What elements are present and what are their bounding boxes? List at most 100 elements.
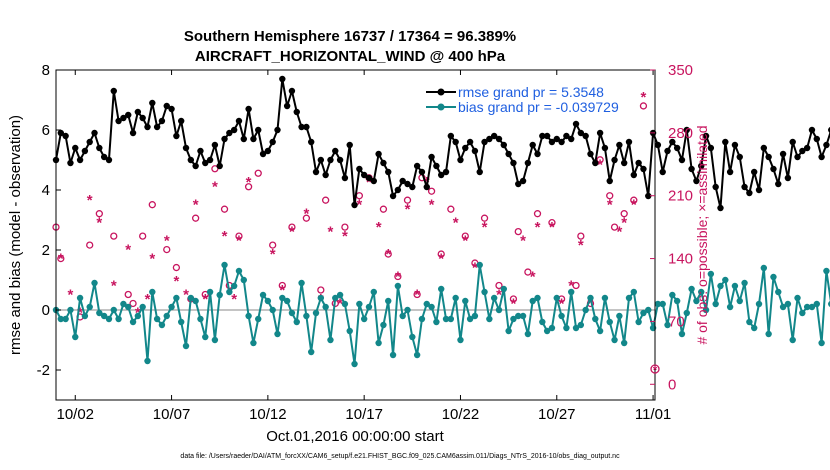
bias-point — [356, 300, 363, 308]
bias-point — [105, 315, 113, 323]
obs-assimilated-point: * — [549, 219, 555, 236]
obs-possible-point — [480, 214, 489, 222]
bias-point — [779, 303, 787, 311]
bias-point — [572, 324, 580, 332]
rmse-point — [100, 153, 108, 161]
obs-assimilated-point: * — [289, 224, 295, 241]
rmse-point — [245, 105, 252, 113]
obs-possible-point — [86, 241, 94, 249]
bias-point — [442, 315, 450, 323]
bias-point — [269, 306, 276, 314]
obs-possible-point — [384, 250, 392, 258]
bias-point — [149, 288, 156, 296]
obs-possible-point — [191, 214, 200, 222]
rmse-point — [182, 144, 190, 152]
rmse-point — [664, 147, 671, 155]
rmse-point — [442, 168, 450, 176]
bias-point — [664, 321, 671, 329]
bias-point — [394, 282, 402, 290]
obs-assimilated-point: * — [164, 233, 170, 250]
rmse-point — [789, 138, 796, 146]
bias-point — [654, 300, 662, 308]
rmse-point — [177, 117, 185, 125]
bias-point — [96, 309, 103, 317]
rmse-point — [76, 156, 84, 164]
obs-assimilated-point: * — [193, 197, 199, 214]
obs-possible-point — [244, 183, 253, 191]
rmse-point — [543, 132, 551, 140]
rmse-point — [274, 126, 281, 134]
obs-assimilated-point: * — [559, 295, 565, 312]
obs-assimilated-point: * — [530, 269, 536, 286]
rmse-point — [168, 105, 175, 113]
rmse-point — [524, 159, 532, 167]
obs-assimilated-point: * — [270, 246, 276, 263]
rmse-point — [500, 141, 508, 149]
bias-point — [389, 351, 397, 359]
x-tick-label: 10/02 — [56, 406, 94, 423]
rmse-point — [577, 129, 585, 137]
obs-assimilated-point: * — [616, 224, 622, 241]
obs-assimilated-point: * — [385, 246, 391, 263]
obs-possible-point — [639, 102, 648, 110]
legend-bias-marker — [437, 103, 445, 111]
bias-point — [255, 315, 262, 323]
bias-point — [230, 282, 238, 290]
bias-point — [336, 291, 344, 299]
bias-point — [529, 297, 536, 305]
bias-point — [534, 294, 541, 302]
rmse-point — [823, 141, 830, 149]
rmse-point — [149, 99, 156, 107]
bias-point — [702, 306, 710, 314]
bias-point — [765, 330, 772, 338]
obs-assimilated-point: * — [472, 260, 478, 277]
x-axis-label: Oct.01,2016 00:00:00 start — [266, 428, 444, 445]
rmse-point — [385, 168, 392, 176]
bias-point — [543, 327, 551, 335]
obs-assimilated-point: * — [414, 286, 420, 303]
bias-point — [264, 297, 272, 305]
obs-possible-point — [495, 281, 503, 290]
obs-possible-point — [403, 196, 412, 204]
rmse-point — [611, 156, 618, 164]
bias-point — [476, 261, 483, 269]
obs-possible-point — [341, 223, 349, 231]
rmse-point — [293, 108, 300, 116]
rmse-point — [250, 135, 257, 143]
legend-bias-label: bias grand pr = -0.039729 — [458, 99, 619, 115]
bias-point — [481, 288, 488, 296]
bias-point — [115, 315, 122, 323]
chart-title-line2: AIRCRAFT_HORIZONTAL_WIND @ 400 hPa — [195, 48, 506, 65]
rmse-point — [197, 147, 204, 155]
obs-possible-point — [235, 232, 243, 240]
bias-point — [404, 306, 411, 314]
obs-possible-point — [220, 205, 229, 213]
bias-point — [524, 330, 532, 338]
bias-point — [226, 288, 233, 296]
bias-point — [428, 303, 435, 311]
bias-point — [640, 309, 647, 317]
rmse-point — [471, 147, 479, 155]
bias-point — [490, 294, 498, 302]
obs-assimilated-point: * — [376, 219, 382, 236]
rmse-point — [67, 159, 74, 167]
bias-point — [81, 312, 89, 320]
obs-assimilated-point: * — [453, 215, 459, 232]
rmse-point — [770, 165, 777, 173]
bias-point — [803, 303, 811, 311]
x-tick-label: 11/01 — [635, 406, 671, 423]
rmse-point — [255, 126, 262, 134]
svg-text:*: * — [653, 365, 658, 377]
bias-point — [505, 327, 512, 335]
obs-possible-point — [620, 210, 628, 218]
rmse-point — [216, 162, 223, 170]
obs-assimilated-point: * — [183, 286, 189, 303]
bias-point — [698, 288, 705, 296]
rmse-point — [120, 114, 127, 122]
rmse-point — [601, 144, 609, 152]
rmse-point — [630, 171, 638, 179]
obs-possible-point — [211, 165, 219, 173]
rmse-point — [587, 150, 594, 158]
rmse-point — [707, 144, 715, 152]
rmse-point — [86, 138, 93, 146]
